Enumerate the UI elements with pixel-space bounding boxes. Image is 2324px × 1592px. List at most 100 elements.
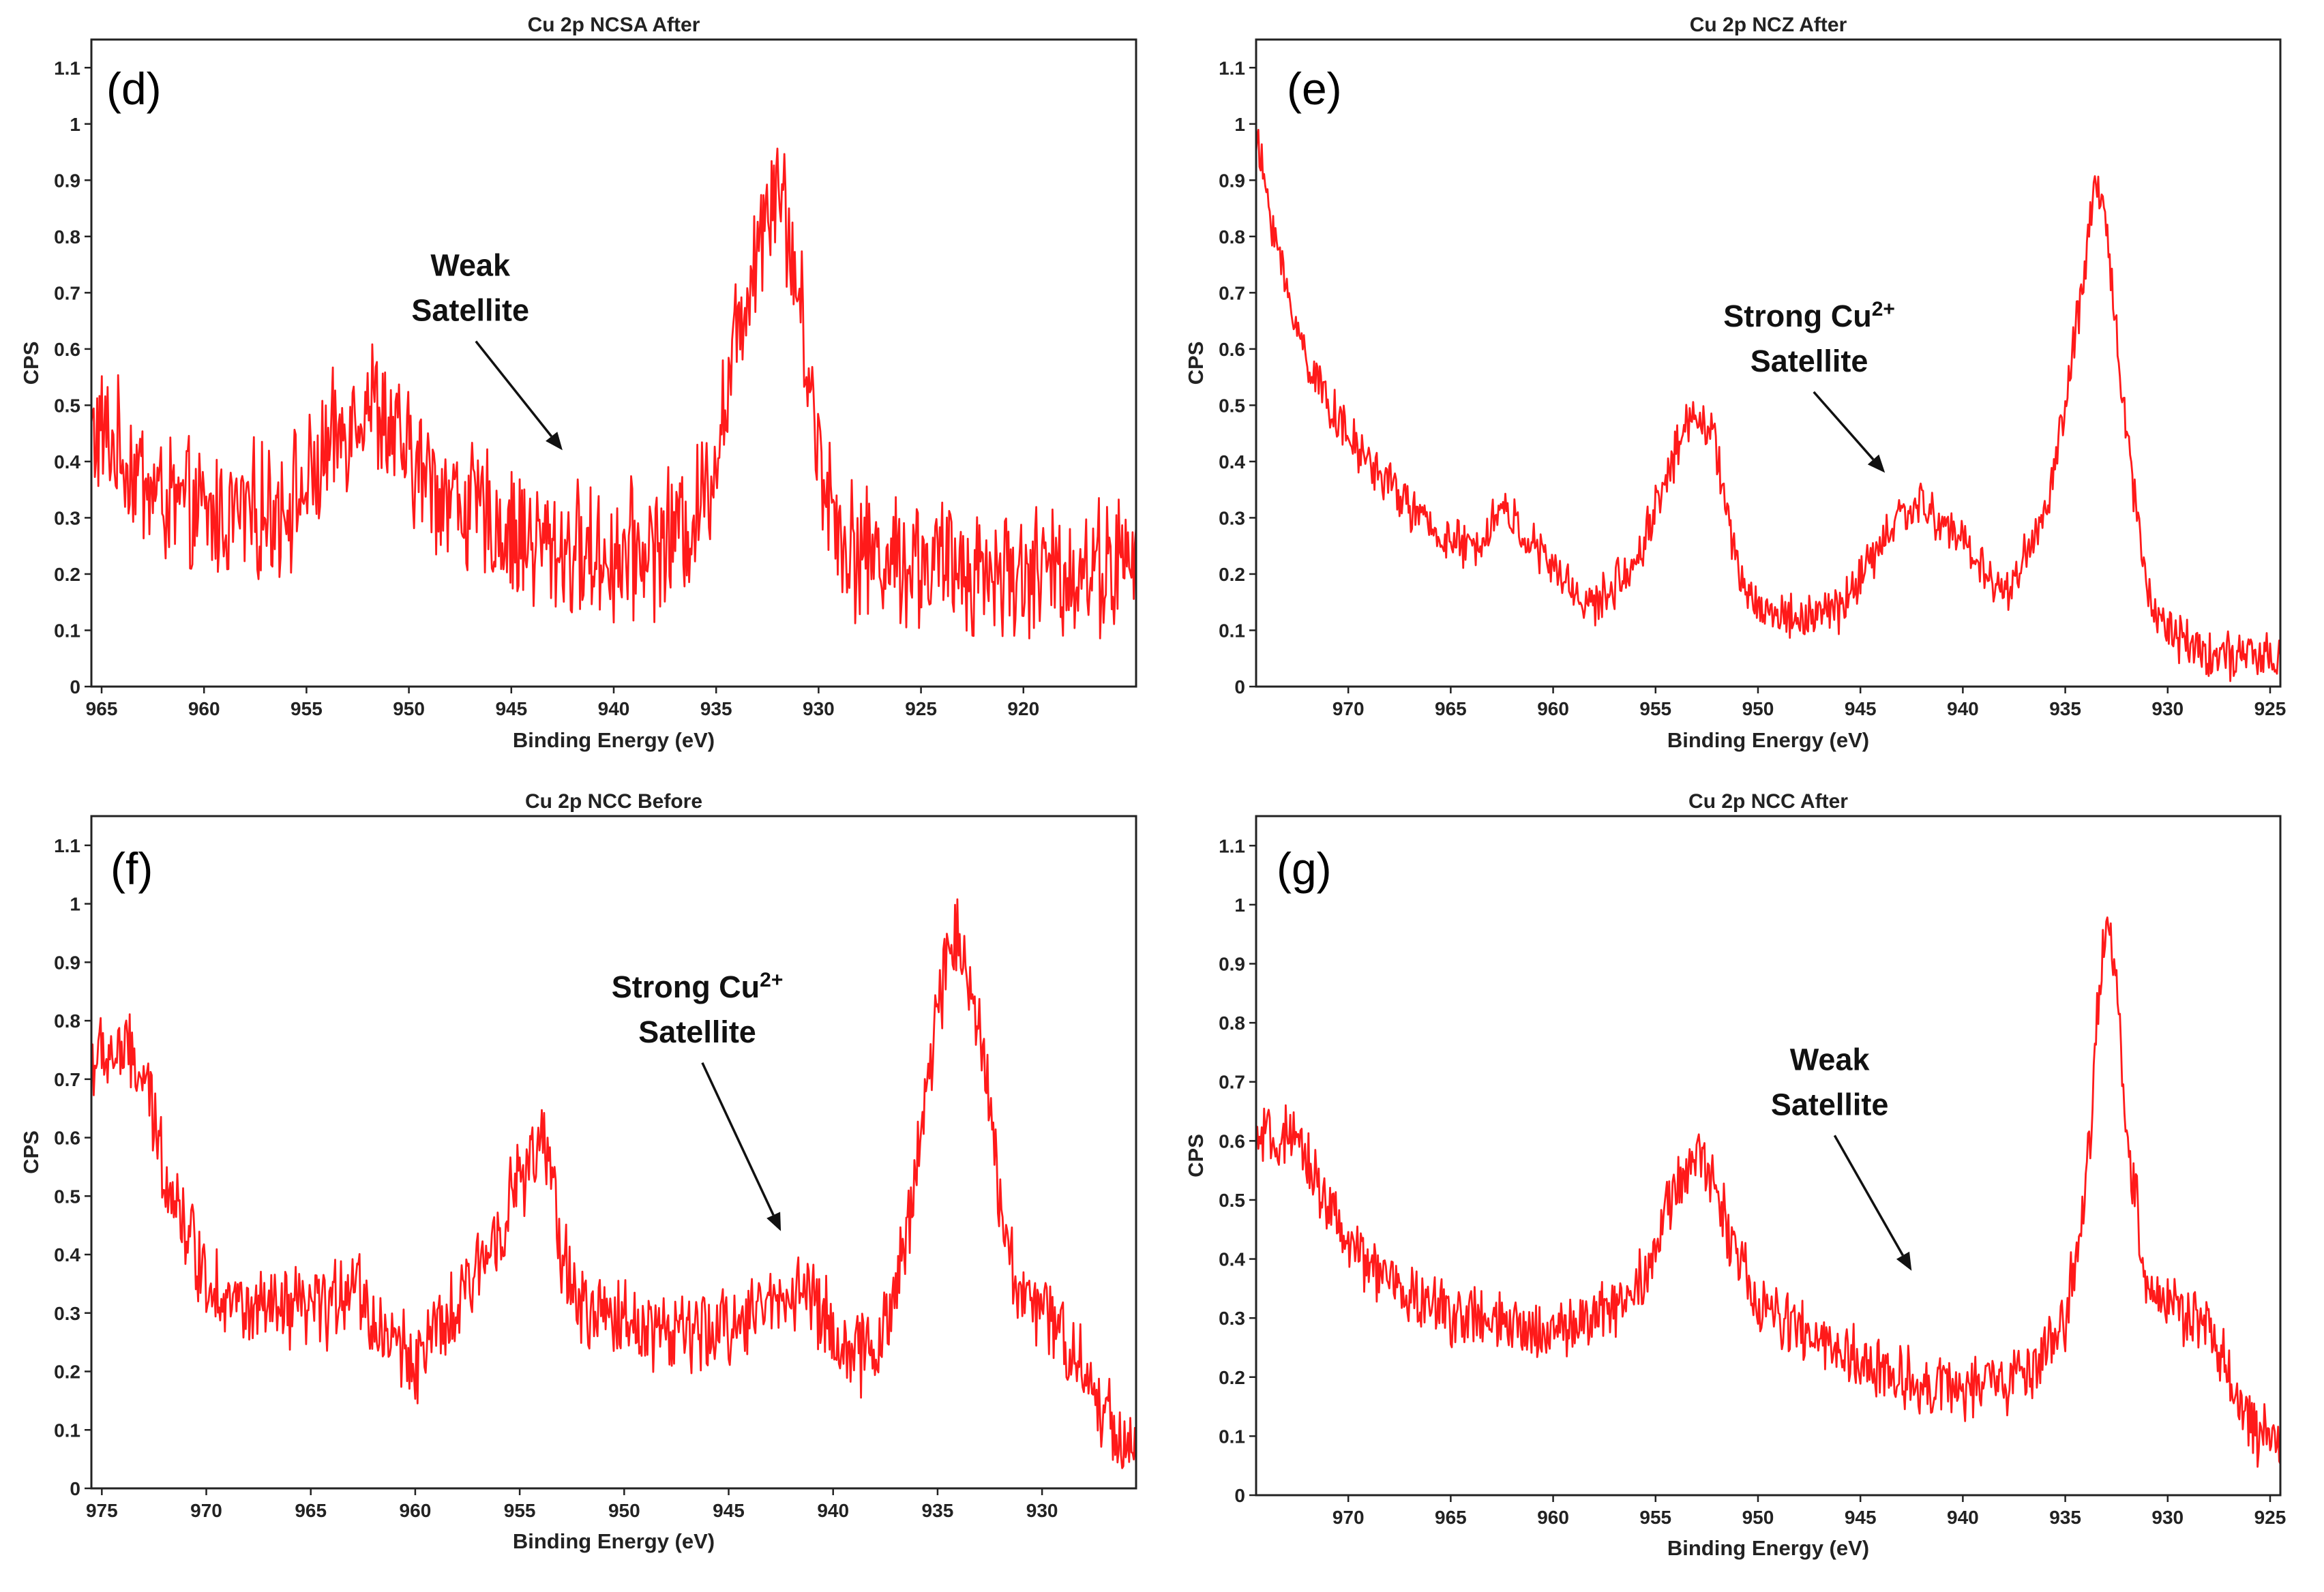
y-tick-label: 0 bbox=[1234, 676, 1245, 697]
annotation-text: Strong Cu2+ bbox=[612, 969, 784, 1004]
x-tick-label: 940 bbox=[1947, 698, 1979, 719]
x-tick-label: 965 bbox=[1435, 1507, 1467, 1528]
y-tick-label: 1.1 bbox=[1219, 835, 1245, 856]
x-tick-label: 940 bbox=[1947, 1507, 1979, 1528]
panel-label: (g) bbox=[1277, 843, 1332, 894]
x-tick-label: 935 bbox=[2049, 698, 2081, 719]
satellite-annotation: Strong Cu2+ Satellite bbox=[612, 969, 784, 1231]
x-tick-label: 970 bbox=[1332, 698, 1365, 719]
x-tick-label: 960 bbox=[1537, 698, 1569, 719]
x-tick-label: 950 bbox=[608, 1500, 640, 1521]
x-axis-label: Binding Energy (eV) bbox=[1667, 1536, 1869, 1560]
y-tick-label: 1.1 bbox=[54, 835, 80, 856]
y-tick-label: 0.5 bbox=[1219, 1190, 1245, 1211]
x-tick-label: 925 bbox=[2254, 698, 2286, 719]
x-tick-label: 945 bbox=[1845, 698, 1877, 719]
annotation-text: Satellite bbox=[411, 293, 529, 328]
y-tick-label: 0.4 bbox=[1219, 451, 1245, 472]
y-tick-label: 0.9 bbox=[1219, 954, 1245, 975]
y-tick-label: 1 bbox=[1234, 895, 1245, 916]
panel-f: Cu 2p NCC Before 0 0.1 0.2 0.3 0.4 0.5 0.6 0.7 0… bbox=[19, 790, 1137, 1553]
x-tick-label: 965 bbox=[86, 698, 118, 719]
y-tick-label: 1 bbox=[70, 114, 80, 135]
y-tick-label: 0.5 bbox=[1219, 395, 1245, 416]
y-tick-label: 0.2 bbox=[54, 564, 80, 585]
annotation-arrow-head bbox=[766, 1212, 781, 1231]
y-tick-label: 0.4 bbox=[1219, 1249, 1245, 1270]
x-tick-label: 935 bbox=[700, 698, 732, 719]
annotation-text: Satellite bbox=[1771, 1087, 1889, 1122]
annotation-arrow-head bbox=[1896, 1251, 1912, 1271]
annotation-arrow-head bbox=[546, 432, 563, 451]
y-tick-label: 0.1 bbox=[54, 1420, 80, 1441]
x-tick-label: 950 bbox=[393, 698, 425, 719]
y-axis-label: CPS bbox=[19, 1130, 43, 1174]
y-tick-label: 0.8 bbox=[1219, 226, 1245, 247]
x-tick-label: 950 bbox=[1742, 1507, 1774, 1528]
panel-title: Cu 2p NCC After bbox=[1688, 790, 1848, 813]
annotation-arrow-shaft bbox=[1813, 391, 1875, 461]
x-tick-label: 930 bbox=[1026, 1500, 1058, 1521]
x-tick-label: 955 bbox=[290, 698, 323, 719]
y-tick-label: 0.7 bbox=[54, 282, 80, 303]
x-tick-label: 955 bbox=[1639, 1507, 1671, 1528]
x-tick-label: 975 bbox=[86, 1500, 118, 1521]
x-axis-label: Binding Energy (eV) bbox=[513, 728, 715, 752]
panel-label: (e) bbox=[1287, 63, 1342, 114]
y-tick-label: 0 bbox=[70, 1478, 80, 1499]
panel-label: (f) bbox=[110, 843, 153, 894]
y-tick-label: 0.7 bbox=[54, 1069, 80, 1090]
annotation-text: Strong Cu2+ bbox=[1723, 298, 1895, 333]
y-tick-label: 0.7 bbox=[1219, 282, 1245, 303]
annotation-arrow-shaft bbox=[1833, 1135, 1904, 1257]
y-tick-label: 0.3 bbox=[54, 1303, 80, 1324]
annotation-text: Weak bbox=[1790, 1042, 1871, 1077]
x-tick-label: 970 bbox=[190, 1500, 222, 1521]
y-axis-label: CPS bbox=[1184, 342, 1208, 385]
panel-title: Cu 2p NCSA After bbox=[528, 14, 700, 36]
y-tick-label: 0.1 bbox=[54, 620, 80, 641]
y-tick-label: 0.6 bbox=[1219, 1130, 1245, 1152]
y-tick-label: 0 bbox=[1234, 1485, 1245, 1506]
cu2p-series-line bbox=[90, 898, 1137, 1469]
x-tick-label: 925 bbox=[905, 698, 937, 719]
x-tick-label: 945 bbox=[1845, 1507, 1877, 1528]
x-axis-label: Binding Energy (eV) bbox=[1667, 728, 1869, 752]
plot-frame bbox=[1255, 815, 2282, 1497]
annotation-arrow-shaft bbox=[475, 340, 553, 438]
y-tick-label: 0.9 bbox=[54, 170, 80, 191]
x-axis-label: Binding Energy (eV) bbox=[513, 1529, 715, 1553]
panel-e: Cu 2p NCZ After 0 0.1 0.2 0.3 0.4 0.5 0.6 0.7 0.… bbox=[1184, 14, 2286, 752]
panel-label: (d) bbox=[106, 63, 162, 114]
cu2p-series-line bbox=[1255, 916, 2282, 1468]
x-tick-label: 965 bbox=[295, 1500, 327, 1521]
y-tick-label: 0.4 bbox=[54, 1244, 80, 1265]
annotation-arrow-shaft bbox=[701, 1062, 775, 1216]
x-tick-label: 945 bbox=[495, 698, 527, 719]
x-tick-label: 970 bbox=[1332, 1507, 1365, 1528]
annotation-text: Weak bbox=[430, 248, 511, 283]
plot-frame bbox=[1255, 38, 2282, 688]
annotation-text: Satellite bbox=[638, 1015, 756, 1049]
x-tick-label: 930 bbox=[803, 698, 835, 719]
cu2p-series-line bbox=[90, 147, 1137, 640]
y-tick-label: 0.1 bbox=[1219, 1426, 1245, 1447]
y-tick-label: 0.2 bbox=[54, 1362, 80, 1383]
cu2p-series-line bbox=[1255, 129, 2282, 682]
annotation-arrow-head bbox=[1867, 454, 1886, 473]
satellite-annotation: Weak Satellite bbox=[411, 248, 563, 451]
x-tick-label: 940 bbox=[598, 698, 630, 719]
y-tick-label: 1 bbox=[1234, 114, 1245, 135]
x-tick-label: 925 bbox=[2254, 1507, 2286, 1528]
y-axis-label: CPS bbox=[19, 342, 43, 385]
x-tick-label: 960 bbox=[188, 698, 220, 719]
y-tick-label: 0.3 bbox=[54, 507, 80, 528]
y-tick-label: 0.6 bbox=[54, 1128, 80, 1149]
y-tick-label: 0.3 bbox=[1219, 507, 1245, 528]
y-tick-label: 1.1 bbox=[1219, 57, 1245, 78]
y-tick-label: 0.2 bbox=[1219, 1367, 1245, 1388]
x-tick-label: 960 bbox=[400, 1500, 432, 1521]
y-tick-label: 0.7 bbox=[1219, 1072, 1245, 1093]
x-tick-label: 960 bbox=[1537, 1507, 1569, 1528]
